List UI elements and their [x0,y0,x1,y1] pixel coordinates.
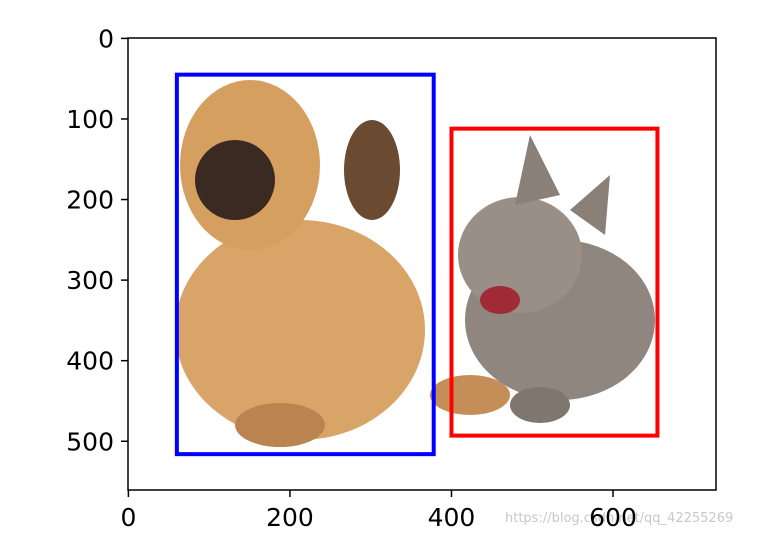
x-tick-label: 0 [120,503,136,532]
x-tick-label: 400 [428,503,476,532]
y-tick-label: 200 [66,186,114,215]
axes-frame [127,37,717,491]
y-tick-label: 0 [98,24,114,53]
y-tick-label: 500 [66,427,114,456]
y-tick-label: 300 [66,266,114,295]
bounding-box [174,72,436,457]
y-tick-label: 400 [66,347,114,376]
x-tick-label: 600 [589,503,637,532]
watermark: https://blog.csdn.net/qq_42255269 [505,511,733,526]
x-tick-label: 200 [266,503,314,532]
bounding-box [449,126,660,438]
y-tick-label: 100 [66,105,114,134]
